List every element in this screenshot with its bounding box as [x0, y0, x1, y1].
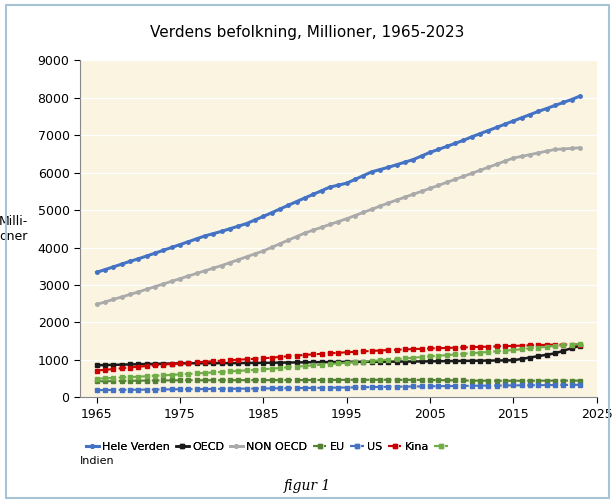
Text: Verdens befolkning, Millioner, 1965-2023: Verdens befolkning, Millioner, 1965-2023 [150, 25, 465, 40]
Text: Milli-
oner: Milli- oner [0, 215, 28, 243]
Text: Indien: Indien [80, 456, 114, 466]
Legend: Hele Verden, OECD, NON OECD, EU, US, Kina, : Hele Verden, OECD, NON OECD, EU, US, Kin… [85, 442, 451, 452]
Text: figur 1: figur 1 [284, 479, 331, 493]
